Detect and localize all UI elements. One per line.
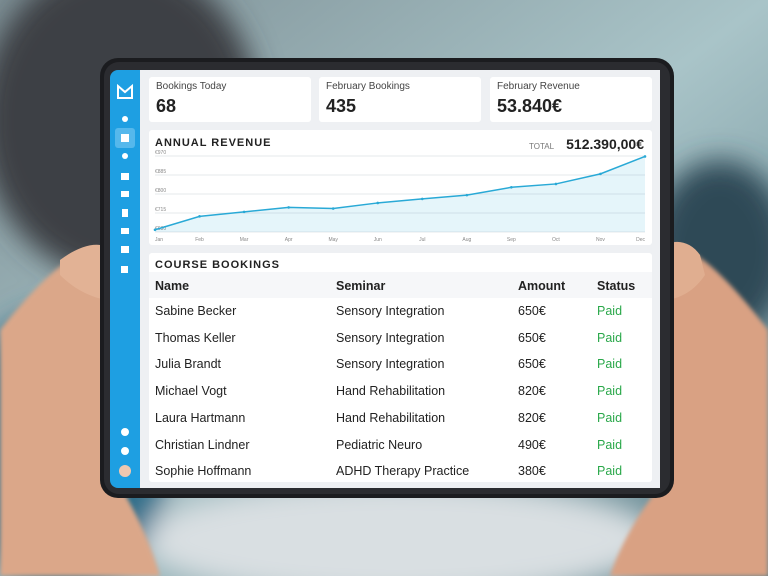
table-row: Michael Vogt Hand Rehabilitation 820€ Paid xyxy=(149,377,652,403)
total-value: 512.390,00€ xyxy=(566,136,644,152)
status: Paid xyxy=(597,464,623,479)
y-tick-label: €630 xyxy=(155,226,166,232)
sidebar-icons xyxy=(115,83,135,477)
column-header: Amount xyxy=(518,279,566,293)
y-tick-label: €800 xyxy=(155,188,166,194)
status: Paid xyxy=(597,330,623,345)
x-tick-label: Dec xyxy=(636,237,645,243)
status: Paid xyxy=(597,384,623,399)
cell: Thomas Keller xyxy=(155,330,236,345)
column-header: Seminar xyxy=(336,279,386,293)
point xyxy=(465,193,469,197)
x-tick-label: Feb xyxy=(195,237,204,243)
x-tick-label: Apr xyxy=(285,237,293,243)
cell: Hand Rehabilitation xyxy=(336,384,446,399)
point xyxy=(599,172,602,176)
bookings-panel: COURSE BOOKINGS Name Seminar Amount Status S… xyxy=(149,253,652,482)
stat-value: 53.840€ xyxy=(497,96,563,116)
table-row: Laura Hartmann Hand Rehabilitation 820€ Pai… xyxy=(149,404,652,430)
y-tick-label: €715 xyxy=(155,207,166,213)
cell: ADHD Therapy Practice xyxy=(336,464,470,479)
cell: 650€ xyxy=(518,330,546,345)
total-label: TOTAL xyxy=(529,142,555,151)
x-tick-label: Jun xyxy=(374,237,382,243)
table-row: Christian Lindner Pediatric Neuro 490€ Paid xyxy=(149,431,652,457)
table-row: Julia Brandt Sensory Integration 650€ Paid xyxy=(149,350,652,376)
dashboard: Bookings Today 68 February Bookings 435 Febr… xyxy=(140,70,660,488)
cell: 650€ xyxy=(518,304,546,318)
point xyxy=(242,210,246,214)
stat-value: 68 xyxy=(156,96,177,116)
cell: Sophie Hoffmann xyxy=(155,464,252,479)
status: Paid xyxy=(597,410,623,425)
stat-label: February Bookings xyxy=(326,81,410,92)
cell: 820€ xyxy=(518,384,546,399)
stat-card: February Bookings 435 xyxy=(319,77,481,122)
x-tick-label: Jan xyxy=(155,237,163,243)
x-tick-label: May xyxy=(328,237,338,243)
status: Paid xyxy=(597,357,623,372)
cell: Hand Rehabilitation xyxy=(336,410,446,425)
chart-title: ANNUAL REVENUE xyxy=(155,137,272,149)
cell: Julia Brandt xyxy=(155,357,222,372)
column-header: Name xyxy=(155,279,190,293)
line xyxy=(154,155,646,231)
x-tick-label: Oct xyxy=(552,237,560,243)
x-tick-label: Jul xyxy=(419,237,425,243)
x-tick-label: Aug xyxy=(462,237,471,243)
table-header: Name Seminar Amount Status xyxy=(149,272,652,298)
stat-card: Bookings Today 68 xyxy=(149,77,311,122)
cell: 380€ xyxy=(518,464,546,479)
point xyxy=(510,185,513,189)
x-tick-label: Mar xyxy=(240,237,249,243)
cell: Sensory Integration xyxy=(336,357,445,372)
cell: Sensory Integration xyxy=(336,304,445,318)
cell: Christian Lindner xyxy=(155,437,250,452)
point xyxy=(376,201,380,205)
y-tick-label: €970 xyxy=(155,150,166,156)
cell: 490€ xyxy=(518,437,546,452)
point xyxy=(287,206,290,209)
chart: €630 €715 €800 €885 €970 Jan Feb Mar Apr May Jun Ju… xyxy=(153,150,647,243)
point xyxy=(554,182,558,186)
cell: Laura Hartmann xyxy=(155,410,246,425)
point xyxy=(643,155,647,158)
stat-card: February Revenue 53.840€ xyxy=(490,77,652,122)
point xyxy=(420,197,424,201)
table-title: COURSE BOOKINGS xyxy=(155,259,281,271)
table-row: Thomas Keller Sensory Integration 650€ Paid xyxy=(149,324,652,350)
cell: 820€ xyxy=(518,410,546,425)
cell: Pediatric Neuro xyxy=(336,437,423,452)
point xyxy=(198,215,201,218)
cell: Sabine Becker xyxy=(155,304,237,318)
area xyxy=(155,156,645,232)
y-tick-label: €885 xyxy=(155,169,166,175)
status: Paid xyxy=(597,304,623,318)
status: Paid xyxy=(597,437,623,452)
stat-label: Bookings Today xyxy=(156,81,227,92)
x-tick-label: Nov xyxy=(596,237,605,243)
cell: Sensory Integration xyxy=(336,330,445,345)
x-tick-label: Sep xyxy=(507,237,516,243)
revenue-panel: ANNUAL REVENUE TOTAL 512.390,00€ €630 €71… xyxy=(149,130,652,245)
cell: 650€ xyxy=(518,357,546,372)
stat-label: February Revenue xyxy=(497,81,580,92)
sidebar xyxy=(110,70,140,488)
cell: Michael Vogt xyxy=(155,384,227,399)
table-row: Sabine Becker Sensory Integration 650€ Paid xyxy=(149,297,652,323)
point xyxy=(331,207,335,210)
point xyxy=(153,228,157,232)
table-row: Sophie Hoffmann ADHD Therapy Practice 380€… xyxy=(149,457,652,483)
stat-value: 435 xyxy=(326,96,357,116)
column-header: Status xyxy=(597,279,636,293)
